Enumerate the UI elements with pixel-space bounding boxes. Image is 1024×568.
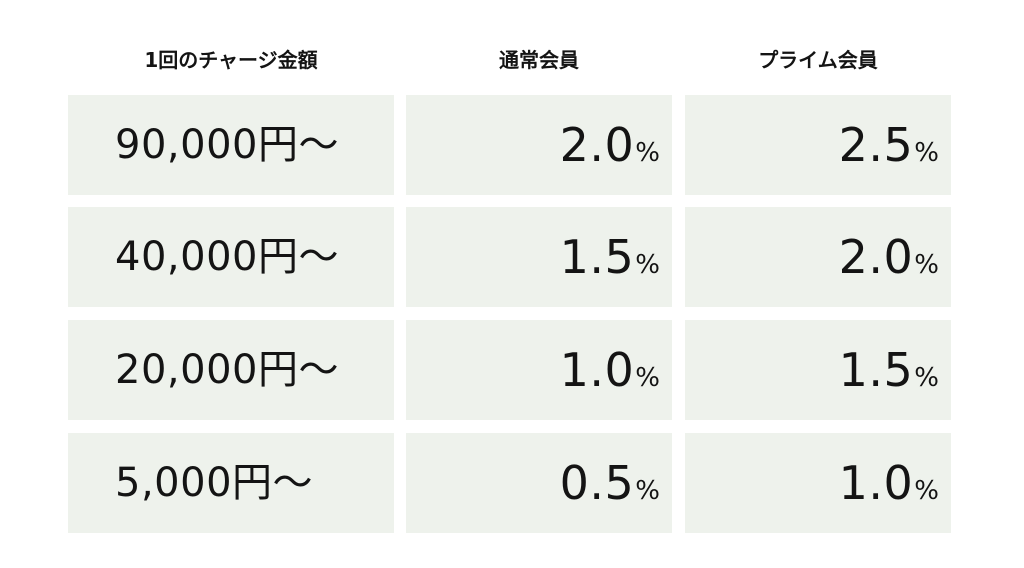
charge-amount: 20,000円～ [115,347,339,393]
prime-rate: 1.0% [839,433,939,533]
regular-rate: 0.5% [560,433,660,533]
regular-rate-cell: 0.5% [406,433,672,533]
regular-rate-cell: 2.0% [406,95,672,195]
regular-rate-unit: % [635,476,660,506]
table-row: 40,000円～ 1.5% 2.0% [0,207,1024,307]
prime-rate-unit: % [914,363,939,393]
prime-rate: 2.5% [839,95,939,195]
prime-rate: 2.0% [839,207,939,307]
table-header: 1回のチャージ金額 通常会員 プライム会員 [0,38,1024,82]
amount-cell: 5,000円～ [68,433,394,533]
prime-rate-unit: % [914,138,939,168]
table-row: 20,000円～ 1.0% 1.5% [0,320,1024,420]
table-row: 5,000円～ 0.5% 1.0% [0,433,1024,533]
amount-cell: 90,000円～ [68,95,394,195]
prime-rate-cell: 1.0% [685,433,951,533]
regular-rate-value: 1.0 [559,343,635,397]
table-row: 90,000円～ 2.0% 2.5% [0,95,1024,195]
regular-rate-unit: % [635,138,660,168]
header-charge-amount: 1回のチャージ金額 [144,48,318,72]
prime-rate: 1.5% [839,320,939,420]
prime-rate-value: 2.0 [838,230,914,284]
regular-rate-cell: 1.5% [406,207,672,307]
prime-rate-cell: 1.5% [685,320,951,420]
prime-rate-value: 2.5 [838,118,914,172]
header-prime-member: プライム会員 [758,48,878,72]
regular-rate: 1.5% [560,207,660,307]
charge-amount: 5,000円～ [115,460,314,506]
regular-rate-value: 1.5 [559,230,635,284]
prime-rate-value: 1.5 [838,343,914,397]
regular-rate-unit: % [635,250,660,280]
regular-rate-cell: 1.0% [406,320,672,420]
prime-rate-unit: % [914,476,939,506]
regular-rate: 2.0% [560,95,660,195]
prime-rate-cell: 2.5% [685,95,951,195]
regular-rate: 1.0% [560,320,660,420]
prime-rate-value: 1.0 [838,456,914,510]
regular-rate-value: 0.5 [559,456,635,510]
charge-amount: 90,000円～ [115,122,339,168]
prime-rate-cell: 2.0% [685,207,951,307]
charge-amount: 40,000円～ [115,234,339,280]
amount-cell: 20,000円～ [68,320,394,420]
regular-rate-unit: % [635,363,660,393]
regular-rate-value: 2.0 [559,118,635,172]
header-regular-member: 通常会員 [499,48,579,72]
prime-rate-unit: % [914,250,939,280]
amount-cell: 40,000円～ [68,207,394,307]
